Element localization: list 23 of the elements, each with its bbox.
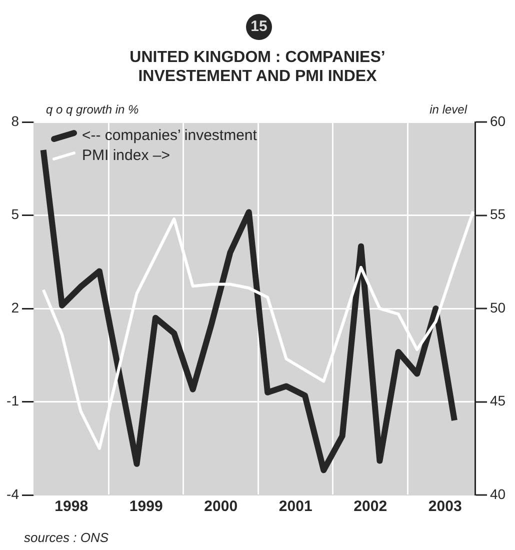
y2-tick-label: 55 [490,206,506,222]
text: 15 [246,14,272,40]
y2-axis-title: in level [430,102,468,116]
y2-tick-label: 50 [490,299,506,316]
x-tick-label: 2001 [278,498,312,516]
x-tick-label: 2003 [428,498,462,516]
y-tick-label: 8 [11,112,20,129]
x-tick-label: 1999 [129,498,163,516]
legend-label: PMI index –> [82,147,170,164]
chart-title: UNITED KINGDOM : COMPANIES’ INVESTEMENT AND PMI INDEX [128,48,386,86]
y2-tick-label: 45 [490,392,506,409]
x-tick-label: 1998 [54,498,88,516]
source-note: sources : ONS [24,530,109,545]
x-tick-label: 2000 [204,498,238,516]
y-tick-label: 2 [11,299,20,316]
y-tick-label: -4 [6,486,20,502]
y-axis-title: q o q growth in % [46,102,140,116]
y-tick-label: -1 [6,392,20,409]
legend-label: <-- companies’ investment [82,127,258,144]
y-tick-label: 5 [11,206,20,222]
x-tick-label: 2002 [354,498,388,516]
y2-tick-label: 60 [490,112,506,129]
y2-tick-label: 40 [490,486,506,502]
